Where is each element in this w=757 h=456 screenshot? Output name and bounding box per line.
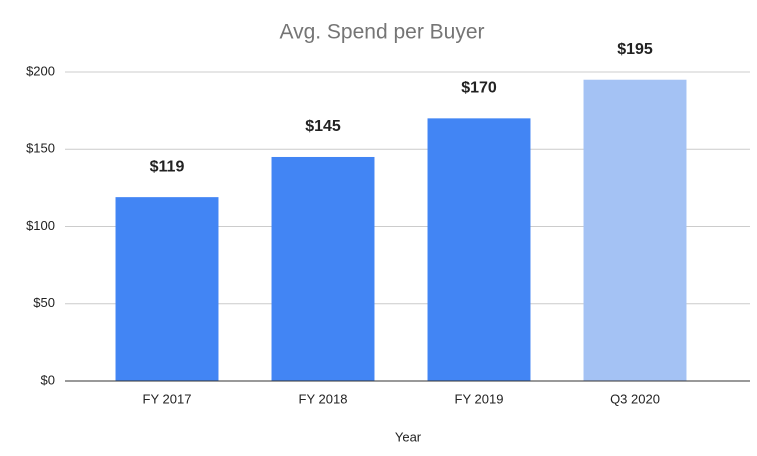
x-tick-label: Q3 2020 [610,391,660,406]
bar [115,197,219,381]
y-tick-label: $100 [26,218,55,233]
value-label: $170 [461,80,497,97]
value-label: $119 [150,158,185,175]
value-label: $145 [305,118,341,135]
x-tick-label: FY 2017 [143,391,192,406]
x-axis-label: Year [395,429,422,444]
y-tick-label: $200 [26,63,55,78]
x-tick-label: FY 2019 [455,391,504,406]
y-tick-label: $0 [41,372,55,387]
x-tick-label: FY 2018 [299,391,348,406]
chart-title: Avg. Spend per Buyer [279,21,484,44]
bar [271,156,375,381]
bar [427,118,531,381]
y-tick-label: $150 [26,141,55,156]
value-label: $195 [617,41,653,58]
bar [583,79,687,381]
y-tick-label: $50 [33,295,55,310]
